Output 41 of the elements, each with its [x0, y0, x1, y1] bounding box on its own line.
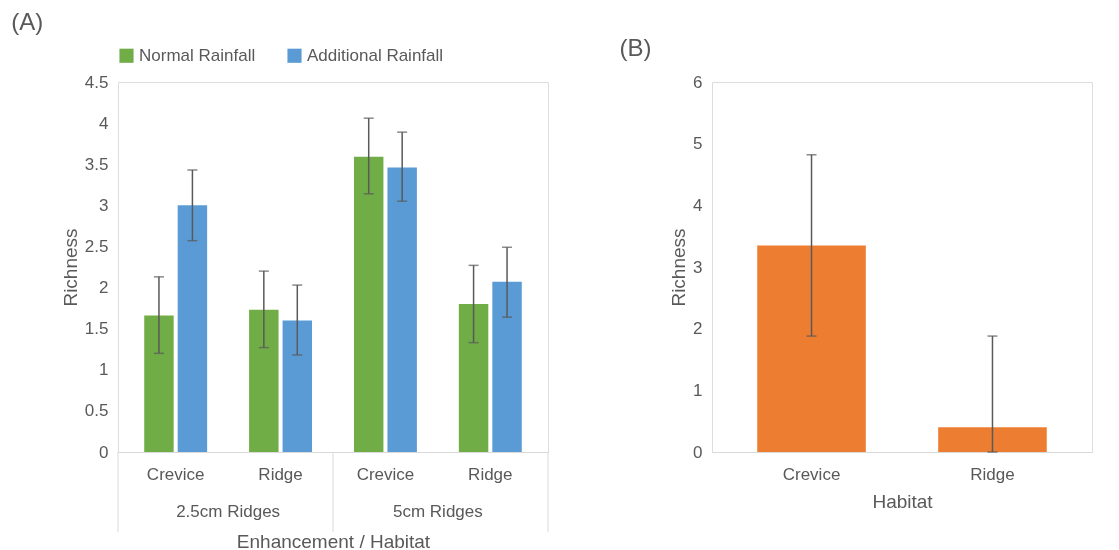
x-tick-label: Ridge: [970, 464, 1015, 484]
bar: [387, 167, 417, 452]
y-tick-label: 4: [693, 195, 703, 215]
bar: [458, 304, 489, 452]
legend-label: Normal Rainfall: [139, 45, 256, 65]
y-tick-label: 0.5: [84, 401, 109, 421]
x-tick-label: Ridge: [258, 464, 303, 484]
chart-title: (B): [619, 34, 652, 61]
text: 5cm Ridges: [393, 502, 483, 521]
y-tick-label: 3.5: [84, 154, 109, 174]
bar: [144, 315, 174, 452]
y-tick-label: 3: [693, 257, 703, 277]
bar: [249, 309, 279, 452]
y-tick-label: 4: [99, 113, 109, 133]
x-tick-label: Crevice: [146, 464, 205, 484]
y-tick-label: 1.5: [84, 319, 109, 339]
y-tick-label: 6: [693, 72, 703, 92]
chart-title: (A): [11, 8, 44, 35]
text: 2.5cm Ridges: [176, 502, 281, 521]
bar: [353, 156, 384, 452]
x-axis-title: Enhancement / Habitat: [236, 530, 431, 550]
legend-label: Additional Rainfall: [307, 45, 444, 65]
x-axis-title: Habitat: [872, 490, 934, 512]
y-tick-label: 5: [693, 134, 703, 154]
y-tick-label: 2.5: [84, 236, 109, 256]
y-tick-label: 3: [99, 195, 109, 215]
y-tick-label: 0: [693, 442, 703, 462]
x-tick-label: Crevice: [356, 464, 415, 484]
y-axis-title: Richness: [59, 228, 81, 307]
y-axis-title: Richness: [668, 228, 690, 307]
y-tick-label: 4.5: [84, 72, 109, 92]
y-tick-label: 2: [99, 278, 109, 298]
y-tick-label: 2: [693, 319, 703, 339]
y-tick-label: 1: [693, 380, 703, 400]
bar: [282, 320, 313, 452]
bar: [177, 205, 208, 452]
y-tick-label: 1: [99, 360, 109, 380]
bar: [492, 281, 522, 452]
x-tick-label: Crevice: [782, 464, 841, 484]
y-tick-label: 0: [99, 442, 109, 462]
x-tick-label: Ridge: [468, 464, 513, 484]
